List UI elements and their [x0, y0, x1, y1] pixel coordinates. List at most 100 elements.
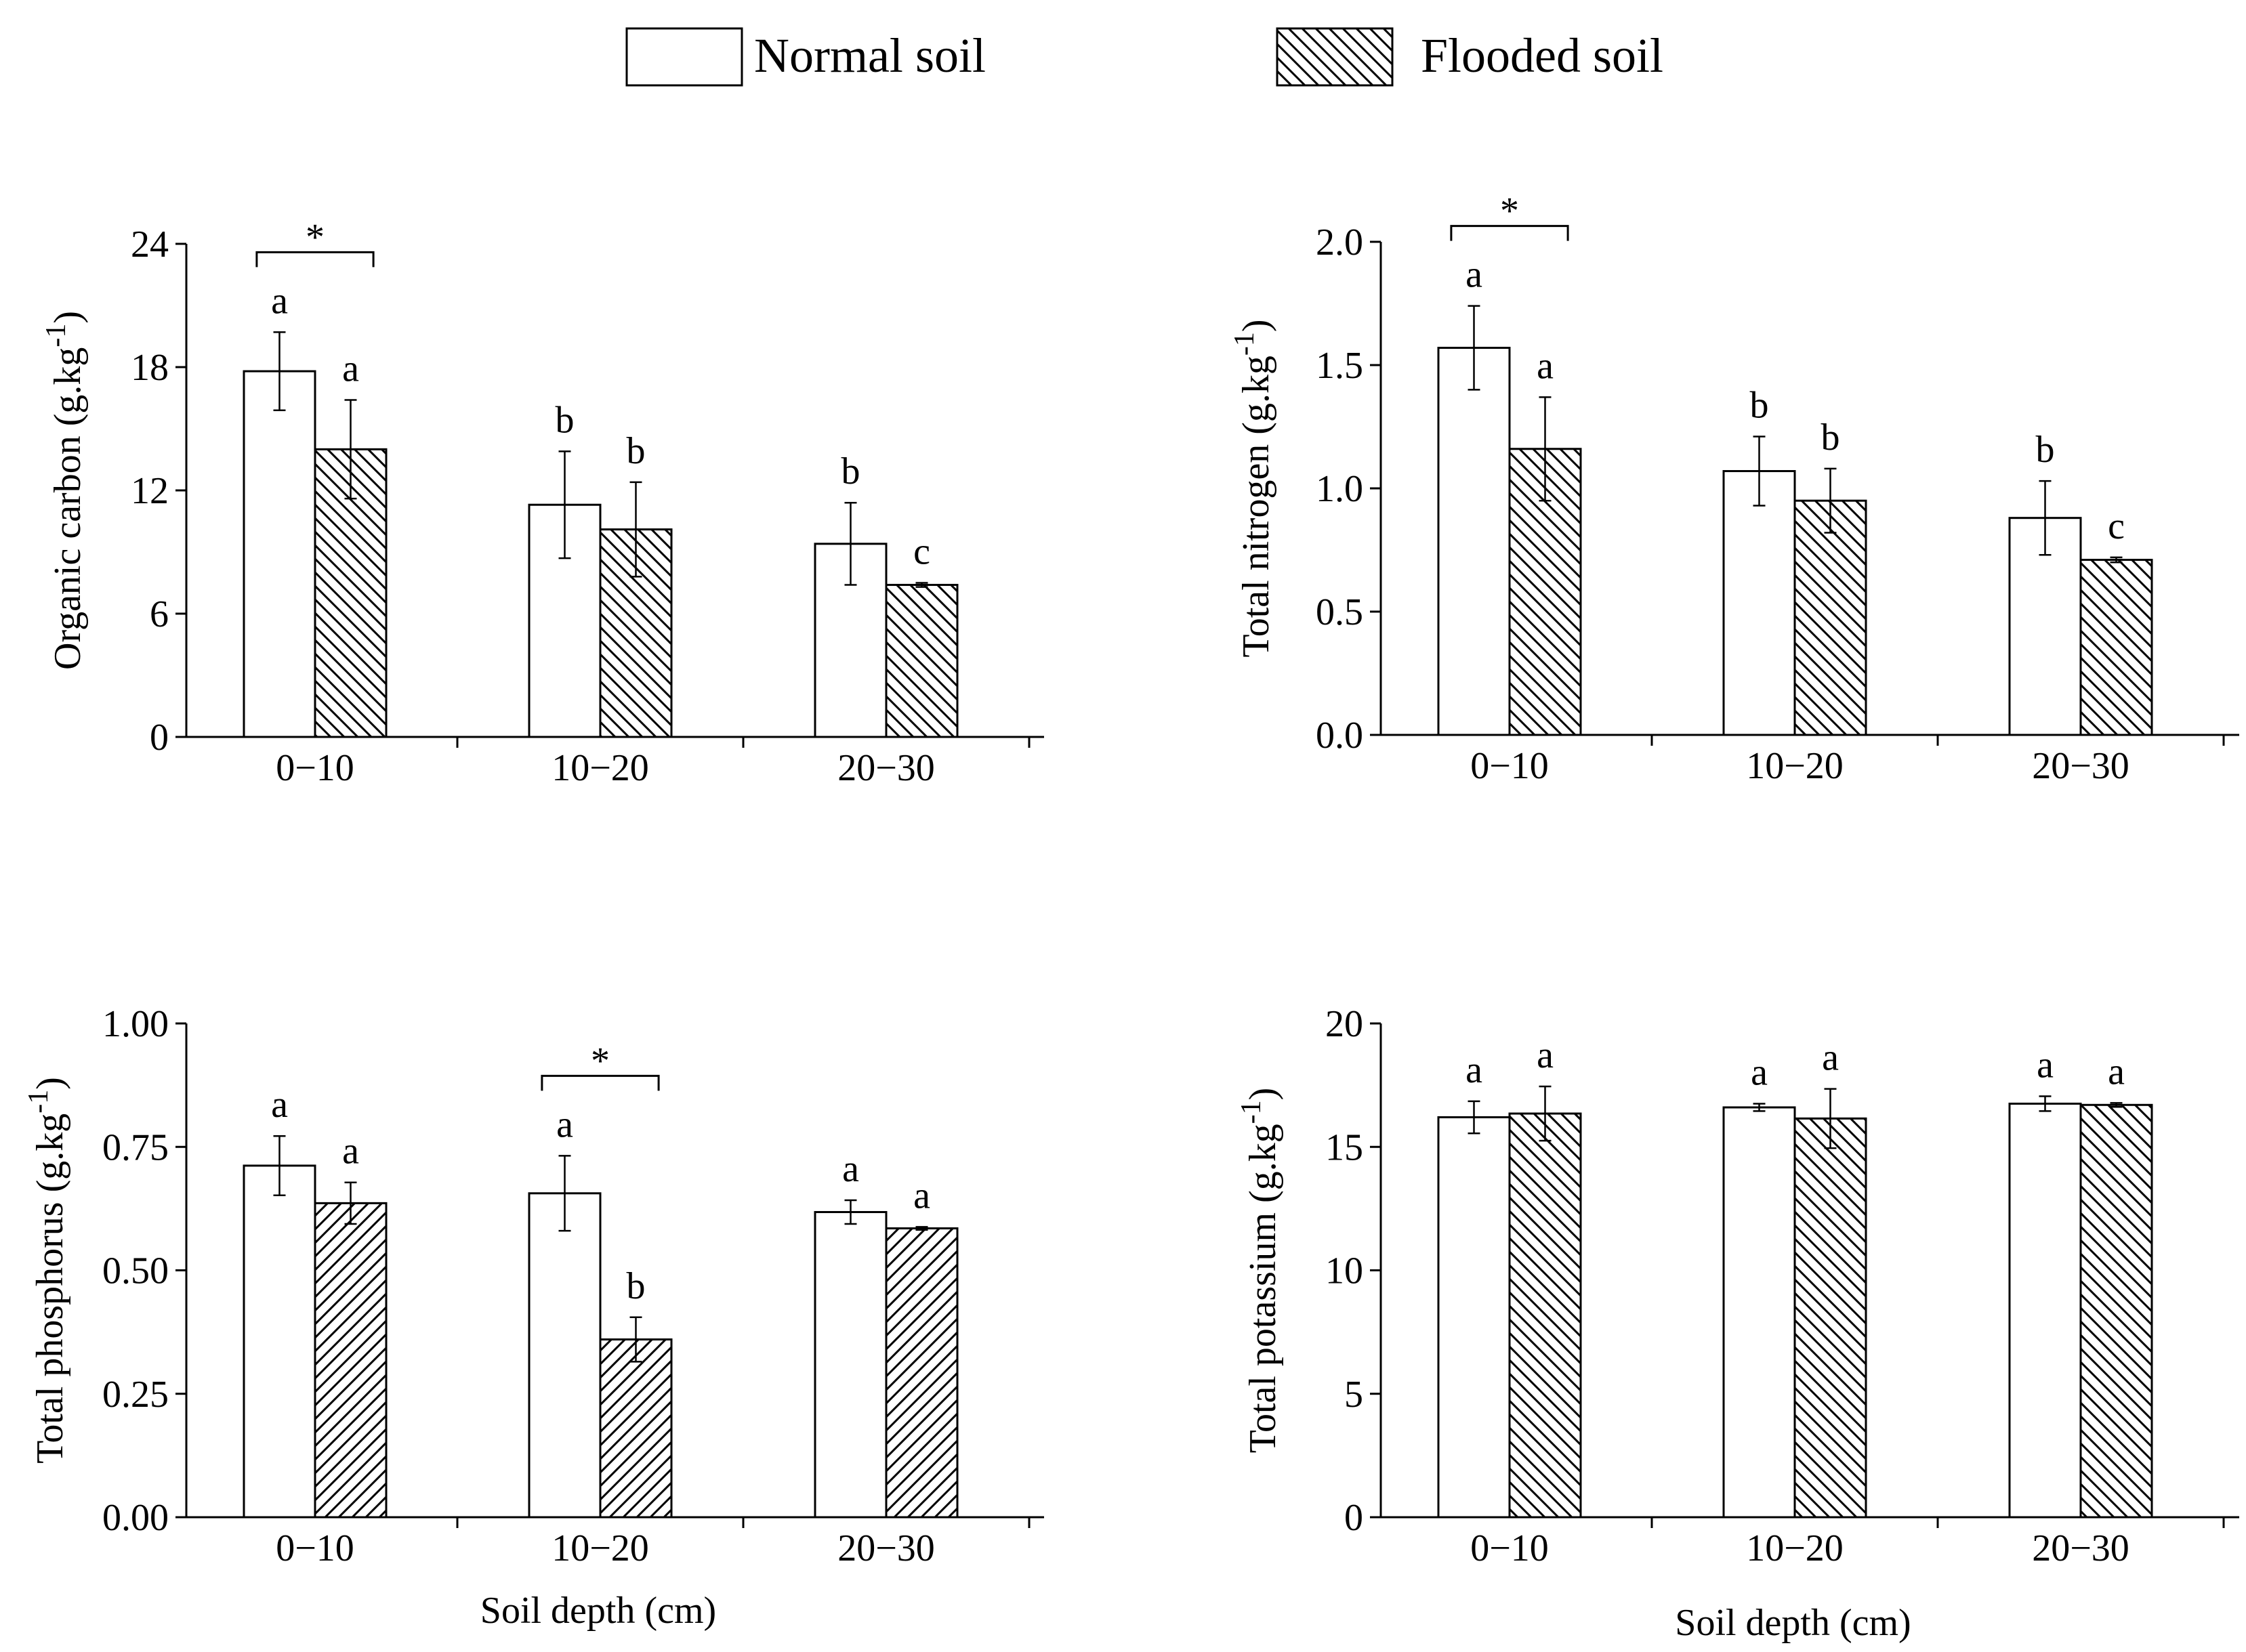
- bar-flooded-soil: [885, 1227, 959, 1519]
- y-axis-label: Total phosphorus (g.kg-1): [23, 1077, 71, 1464]
- x-axis-label: Soil depth (cm): [480, 1590, 716, 1632]
- y-tick-label: 0: [150, 717, 169, 759]
- y-axis-label-sup: -1: [41, 324, 72, 347]
- legend-label-normal: Normal soil: [754, 28, 986, 83]
- y-tick-label: 1.00: [102, 1003, 169, 1045]
- y-tick-label: 0.75: [102, 1126, 169, 1168]
- bar-normal-soil: [814, 1210, 888, 1519]
- significance-letter: a: [271, 1084, 288, 1126]
- y-tick-label: 0.0: [1316, 715, 1363, 757]
- y-axis-label-sup: -1: [1229, 332, 1260, 356]
- legend-swatch-flooded: [1276, 27, 1394, 87]
- bar-flooded-soil: [1508, 1112, 1582, 1519]
- y-tick-label: 24: [131, 224, 169, 266]
- y-axis-label-sup: -1: [1236, 1100, 1267, 1124]
- y-axis-label-close: ): [47, 311, 89, 324]
- significance-bracket: [1450, 225, 1569, 241]
- y-axis-label-close: ): [1242, 1088, 1284, 1101]
- y-tick-label: 0.25: [102, 1374, 169, 1416]
- y-tick-label: 0: [1344, 1497, 1363, 1539]
- significance-letter: a: [1465, 254, 1482, 296]
- panel-organic-carbon: 0 6 12 18 24 0−10 10−20 20−30 a b b a b c * Organic car…: [41, 216, 1044, 789]
- significance-letter: b: [1821, 417, 1840, 459]
- significance-letter: c: [2108, 505, 2125, 547]
- x-tick-label: 10−20: [552, 1527, 649, 1569]
- x-tick-label: 10−20: [552, 747, 649, 789]
- significance-letter: a: [2108, 1051, 2125, 1093]
- bar-flooded-soil: [1793, 499, 1867, 736]
- significance-letter: a: [1537, 345, 1554, 387]
- bar-normal-soil: [1437, 347, 1511, 736]
- legend-swatch-normal: [625, 27, 743, 87]
- y-axis-label-sup: -1: [23, 1090, 54, 1114]
- significance-bracket: [255, 251, 375, 268]
- significance-letter: a: [913, 1174, 930, 1216]
- significance-bracket: [541, 1074, 660, 1091]
- significance-letter: b: [2036, 429, 2055, 471]
- y-tick-label: 6: [150, 593, 169, 635]
- y-tick-label: 12: [131, 470, 169, 512]
- significance-letter: c: [913, 531, 930, 573]
- y-tick-label: 5: [1344, 1374, 1363, 1416]
- x-tick-label: 0−10: [276, 747, 354, 789]
- significance-letter: a: [1537, 1034, 1554, 1076]
- significance-letter: b: [556, 399, 575, 441]
- y-axis-label-close: ): [29, 1077, 71, 1090]
- y-axis-label-main: Total nitrogen (g.kg: [1235, 356, 1277, 658]
- significance-letter: b: [627, 430, 646, 472]
- bar-normal-soil: [1722, 1106, 1796, 1519]
- y-tick-label: 1.5: [1316, 345, 1363, 387]
- y-tick-label: 10: [1325, 1250, 1363, 1292]
- x-tick-label: 20−30: [837, 747, 935, 789]
- x-tick-label: 0−10: [1470, 1527, 1549, 1569]
- bar-normal-soil: [243, 370, 316, 738]
- bar-flooded-soil: [1793, 1117, 1867, 1519]
- y-tick-label: 1.0: [1316, 468, 1363, 510]
- x-tick-label: 20−30: [2032, 745, 2129, 787]
- significance-letter: b: [1750, 385, 1769, 427]
- bar-normal-soil: [1722, 470, 1796, 736]
- y-axis-label-close: ): [1235, 319, 1277, 332]
- y-axis-label: Total potassium (g.kg-1): [1236, 1088, 1284, 1454]
- y-tick-label: 15: [1325, 1126, 1363, 1168]
- significance-star: *: [591, 1040, 610, 1082]
- x-tick-label: 10−20: [1746, 745, 1844, 787]
- significance-star: *: [306, 216, 325, 258]
- y-tick-label: 0.00: [102, 1497, 169, 1539]
- x-tick-label: 20−30: [837, 1527, 935, 1569]
- y-axis-label: Organic carbon (g.kg-1): [41, 311, 89, 670]
- x-tick-label: 20−30: [2032, 1527, 2129, 1569]
- bar-flooded-soil: [599, 1338, 673, 1519]
- significance-letter: b: [841, 450, 860, 492]
- legend: Normal soil Flooded soil: [625, 27, 1663, 87]
- significance-letter: a: [2037, 1044, 2054, 1086]
- x-axis-label: Soil depth (cm): [1675, 1602, 1911, 1644]
- significance-letter: a: [342, 348, 359, 390]
- bar-normal-soil: [243, 1164, 316, 1519]
- y-tick-label: 18: [131, 347, 169, 389]
- significance-letter: a: [1822, 1037, 1839, 1079]
- panel-total-phosphorus: 0.00 0.25 0.50 0.75 1.00 0−10 10−20 20−30 a a a a b a…: [23, 1003, 1044, 1632]
- significance-star: *: [1500, 190, 1519, 232]
- y-axis-label-main: Organic carbon (g.kg: [47, 347, 89, 670]
- y-tick-label: 0.50: [102, 1250, 169, 1292]
- y-axis-label-main: Total potassium (g.kg: [1242, 1124, 1284, 1453]
- x-tick-label: 0−10: [276, 1527, 354, 1569]
- bar-flooded-soil: [2079, 559, 2153, 736]
- bar-normal-soil: [528, 1192, 602, 1519]
- legend-label-flooded: Flooded soil: [1421, 28, 1663, 83]
- significance-letter: a: [342, 1130, 359, 1172]
- significance-letter: b: [627, 1265, 646, 1307]
- significance-letter: a: [556, 1103, 573, 1145]
- significance-letter: a: [1465, 1049, 1482, 1091]
- significance-letter: a: [842, 1148, 859, 1190]
- y-tick-label: 0.5: [1316, 591, 1363, 633]
- bar-flooded-soil: [885, 584, 959, 738]
- bar-flooded-soil: [2079, 1103, 2153, 1519]
- x-tick-label: 0−10: [1470, 745, 1549, 787]
- bar-flooded-soil: [314, 1202, 388, 1519]
- significance-letter: a: [1751, 1051, 1768, 1093]
- bar-normal-soil: [2008, 1102, 2082, 1519]
- significance-letter: a: [271, 280, 288, 322]
